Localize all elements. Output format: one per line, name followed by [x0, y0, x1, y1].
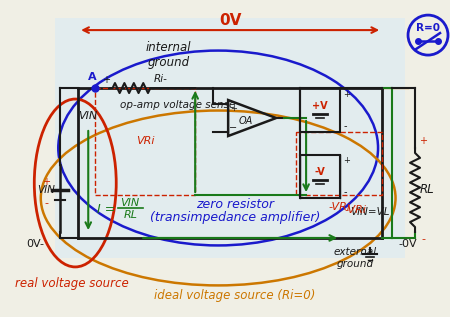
Text: R=0: R=0	[416, 23, 440, 33]
Text: A: A	[88, 72, 97, 82]
Text: RL: RL	[420, 184, 434, 197]
Text: VIN: VIN	[79, 111, 98, 121]
Text: VRi: VRi	[136, 136, 154, 146]
Text: +: +	[343, 157, 350, 165]
Text: +: +	[42, 177, 50, 187]
Text: Ri-: Ri-	[153, 74, 167, 84]
Text: -V: -V	[315, 167, 325, 177]
Text: +: +	[343, 89, 350, 99]
Text: -0V: -0V	[399, 239, 417, 249]
Text: (transimpedance amplifier): (transimpedance amplifier)	[150, 211, 320, 224]
Text: -VRi: -VRi	[328, 202, 350, 212]
Text: +: +	[230, 104, 237, 113]
Text: external
ground: external ground	[333, 247, 377, 269]
Text: +: +	[419, 136, 427, 146]
Text: VIN: VIN	[37, 185, 55, 195]
Text: -: -	[421, 234, 425, 244]
Text: 0V-: 0V-	[26, 239, 44, 249]
Text: real voltage source: real voltage source	[15, 277, 129, 290]
Text: -VRi: -VRi	[344, 205, 366, 215]
Text: op-amp voltage sense: op-amp voltage sense	[121, 100, 236, 110]
Text: −: −	[229, 123, 237, 133]
Text: -: -	[343, 187, 346, 197]
Text: VIN=VL: VIN=VL	[350, 207, 390, 217]
Text: I =: I =	[97, 204, 115, 217]
Text: internal
ground: internal ground	[145, 41, 191, 69]
Text: ideal voltage source (Ri=0): ideal voltage source (Ri=0)	[154, 289, 316, 302]
Text: -: -	[44, 198, 48, 208]
Polygon shape	[55, 18, 405, 258]
Text: OA: OA	[239, 116, 253, 126]
Text: VIN: VIN	[121, 198, 140, 208]
Text: +: +	[102, 75, 110, 85]
Text: +V: +V	[312, 101, 328, 111]
Text: RL: RL	[123, 210, 137, 220]
Text: zero resistor: zero resistor	[196, 198, 274, 211]
Text: 0V: 0V	[219, 13, 241, 28]
Text: -: -	[343, 121, 346, 131]
